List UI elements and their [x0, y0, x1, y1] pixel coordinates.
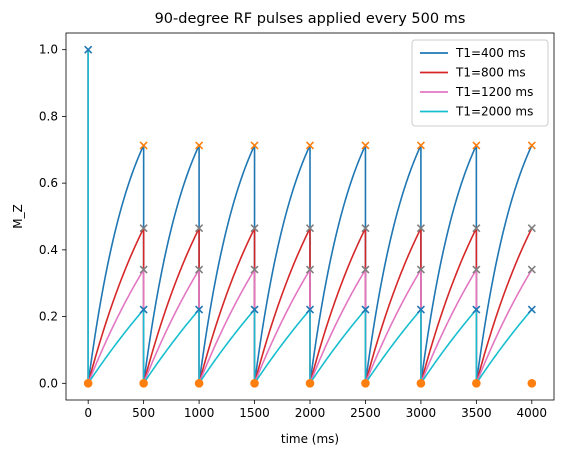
y-tick-label: 0.0 — [39, 376, 58, 390]
peak-marker — [139, 305, 148, 314]
peak-marker — [139, 224, 148, 233]
initial-marker — [84, 45, 93, 54]
y-tick-label: 0.6 — [39, 176, 58, 190]
legend-box — [411, 39, 549, 127]
peak-marker — [250, 141, 259, 150]
zero-dot — [416, 379, 426, 388]
peak-marker — [250, 224, 259, 233]
peak-marker — [195, 305, 204, 314]
x-axis: 0 500 1000 1500 2000 2500 3000 3500 4000 — [84, 400, 547, 420]
x-tick-label: 3500 — [461, 406, 492, 420]
peak-marker — [250, 265, 259, 274]
x-tick-label: 500 — [132, 406, 155, 420]
legend-entry: T1=400 ms — [455, 46, 526, 60]
zero-dot — [83, 379, 93, 388]
x-tick-label: 2500 — [350, 406, 381, 420]
zero-dot — [361, 379, 370, 388]
peak-marker — [195, 141, 204, 150]
peak-marker — [139, 141, 148, 150]
x-tick-label: 0 — [84, 406, 92, 420]
peak-marker — [416, 224, 425, 233]
peak-marker — [361, 265, 370, 274]
legend: T1=400 ms T1=800 ms T1=1200 ms T1=2000 ms — [411, 39, 549, 127]
peak-marker — [250, 305, 259, 314]
y-tick-label: 0.8 — [39, 109, 58, 123]
peak-marker — [527, 265, 536, 274]
peak-marker — [305, 265, 315, 274]
x-tick-label: 3000 — [406, 406, 437, 420]
zero-dot — [527, 379, 537, 388]
y-tick-label: 0.2 — [39, 310, 58, 324]
zero-dot — [305, 379, 315, 388]
x-tick-label: 2000 — [295, 406, 326, 420]
y-axis-label: M_Z — [11, 204, 25, 229]
zero-dot — [139, 379, 148, 388]
legend-entry: T1=2000 ms — [455, 105, 533, 119]
peak-marker — [361, 141, 370, 150]
peak-marker — [527, 141, 536, 150]
peak-marker — [527, 224, 536, 233]
peak-marker — [305, 141, 315, 150]
chart-title: 90-degree RF pulses applied every 500 ms — [155, 11, 466, 27]
legend-entry: T1=800 ms — [455, 66, 526, 80]
peak-marker — [527, 305, 536, 314]
legend-entry: T1=1200 ms — [455, 85, 533, 99]
peak-marker — [416, 305, 425, 314]
zero-dot — [250, 379, 259, 388]
x-tick-label: 1000 — [184, 406, 215, 420]
peak-marker — [472, 305, 481, 314]
peak-marker — [361, 224, 370, 233]
peak-marker — [416, 265, 425, 274]
peak-marker — [305, 305, 315, 314]
y-axis: 0.0 0.2 0.4 0.6 0.8 1.0 — [39, 43, 66, 390]
peak-marker — [361, 305, 370, 314]
x-axis-label: time (ms) — [281, 432, 339, 446]
peak-marker — [472, 141, 481, 150]
zero-dot — [194, 379, 204, 388]
peak-marker — [305, 224, 315, 233]
peak-marker — [195, 265, 204, 274]
peak-marker — [195, 224, 204, 233]
y-tick-label: 1.0 — [39, 43, 58, 57]
peak-marker — [139, 265, 148, 274]
plot-area — [83, 45, 537, 388]
zero-dot — [472, 379, 481, 388]
peak-marker — [472, 224, 481, 233]
y-tick-label: 0.4 — [39, 243, 58, 257]
peak-marker — [416, 141, 425, 150]
peak-marker — [472, 265, 481, 274]
x-tick-label: 1500 — [239, 406, 270, 420]
x-tick-label: 4000 — [517, 406, 548, 420]
